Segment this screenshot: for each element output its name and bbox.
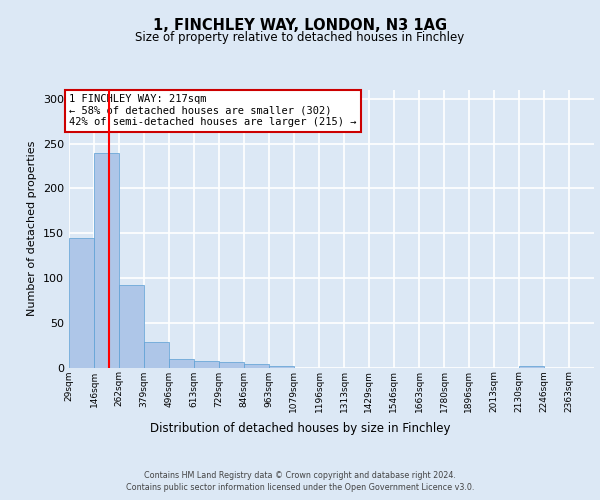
Bar bbox=[94, 152, 119, 368]
Text: 1, FINCHLEY WAY, LONDON, N3 1AG: 1, FINCHLEY WAY, LONDON, N3 1AG bbox=[153, 18, 447, 32]
Text: Distribution of detached houses by size in Finchley: Distribution of detached houses by size … bbox=[150, 422, 450, 435]
Bar bbox=[244, 364, 269, 368]
Bar bbox=[119, 285, 144, 368]
Y-axis label: Number of detached properties: Number of detached properties bbox=[28, 141, 37, 316]
Bar bbox=[69, 238, 94, 368]
Bar bbox=[169, 360, 194, 368]
Bar bbox=[519, 366, 544, 368]
Text: Size of property relative to detached houses in Finchley: Size of property relative to detached ho… bbox=[136, 31, 464, 44]
Bar bbox=[144, 342, 169, 367]
Bar bbox=[194, 361, 219, 368]
Bar bbox=[219, 362, 244, 368]
Text: 1 FINCHLEY WAY: 217sqm
← 58% of detached houses are smaller (302)
42% of semi-de: 1 FINCHLEY WAY: 217sqm ← 58% of detached… bbox=[70, 94, 357, 128]
Bar bbox=[269, 366, 294, 368]
Text: Contains HM Land Registry data © Crown copyright and database right 2024.
Contai: Contains HM Land Registry data © Crown c… bbox=[126, 471, 474, 492]
